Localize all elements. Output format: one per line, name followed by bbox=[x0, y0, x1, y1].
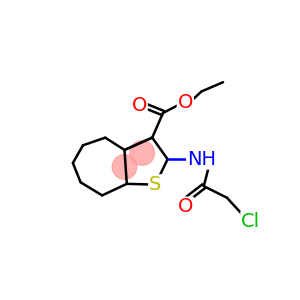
Text: Cl: Cl bbox=[241, 212, 260, 231]
Text: S: S bbox=[149, 175, 161, 194]
Text: O: O bbox=[178, 197, 193, 216]
Text: O: O bbox=[131, 96, 147, 115]
Circle shape bbox=[112, 154, 137, 179]
Text: O: O bbox=[178, 93, 193, 112]
Circle shape bbox=[130, 141, 154, 165]
Text: NH: NH bbox=[187, 150, 216, 169]
